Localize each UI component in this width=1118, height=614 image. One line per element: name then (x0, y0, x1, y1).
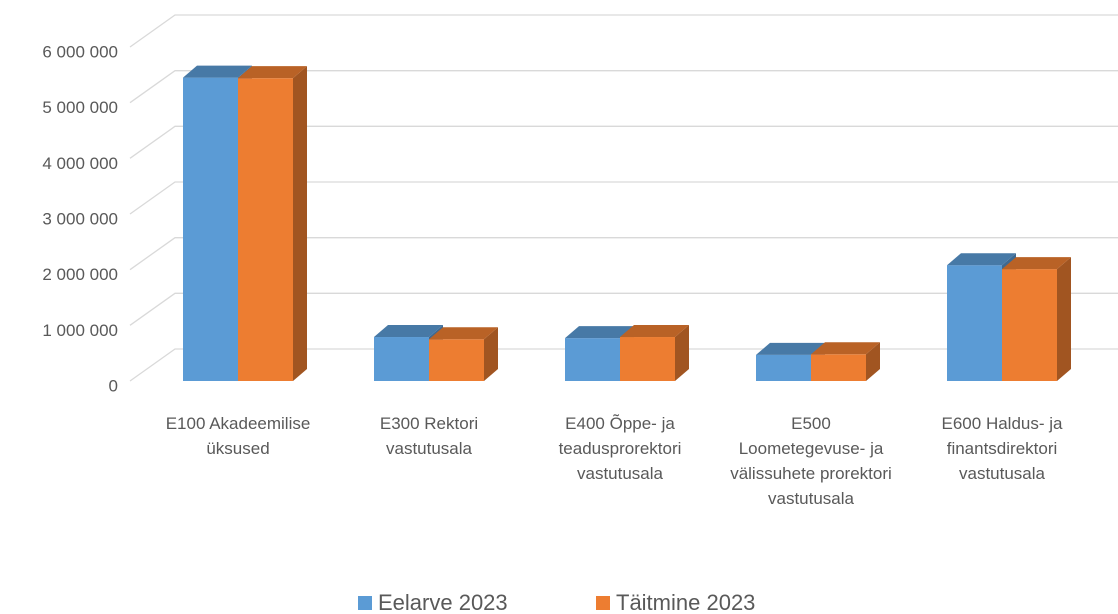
x-tick-label: E100 Akadeemilise üksused (165, 414, 311, 458)
y-tick-label: 1 000 000 (42, 321, 118, 340)
x-tick-label: E300 Rektori vastutusala (379, 414, 479, 458)
bar (565, 338, 620, 381)
bar-side (675, 325, 689, 381)
bar (756, 354, 811, 381)
bar (374, 337, 429, 381)
legend-label: Eelarve 2023 (378, 590, 508, 614)
bar (183, 77, 238, 381)
legend-label: Täitmine 2023 (616, 590, 755, 614)
y-tick-label: 6 000 000 (42, 42, 118, 61)
bar (620, 337, 675, 381)
bar (1002, 269, 1057, 381)
bar-top (1002, 257, 1071, 270)
grid-line (129, 125, 1118, 159)
grid-line (129, 14, 1118, 48)
bar (947, 265, 1002, 381)
bar (811, 354, 866, 381)
bar-top (374, 325, 443, 338)
y-tick-label: 3 000 000 (42, 209, 118, 228)
bar (238, 78, 293, 381)
x-tick-label: E600 Haldus- ja finantsdirektori vastutu… (941, 414, 1063, 483)
bar-top (183, 65, 252, 78)
y-tick-label: 5 000 000 (42, 98, 118, 117)
bar-top (429, 327, 498, 340)
grid-line (129, 181, 1118, 215)
bar-top (756, 342, 825, 355)
y-tick-label: 0 (109, 376, 118, 395)
x-tick-label: E400 Õppe- ja teadusprorektori vastutusa… (558, 414, 682, 483)
grid-line (129, 292, 1118, 326)
bar-top (811, 342, 880, 355)
grid-line (129, 70, 1118, 104)
grid-line (129, 237, 1118, 271)
bar-top (947, 253, 1016, 266)
bar-top (238, 66, 307, 79)
y-tick-label: 4 000 000 (42, 154, 118, 173)
legend-swatch (596, 596, 610, 610)
bar-side (484, 327, 498, 381)
legend-swatch (358, 596, 372, 610)
bar-top (620, 325, 689, 338)
bar-top (565, 326, 634, 339)
x-tick-label: E500 Loometegevuse- ja välissuhete prore… (730, 414, 892, 508)
y-tick-label: 2 000 000 (42, 265, 118, 284)
bar-side (866, 342, 880, 381)
bar (429, 339, 484, 381)
bar-side (293, 66, 307, 381)
bar-side (1057, 257, 1071, 381)
